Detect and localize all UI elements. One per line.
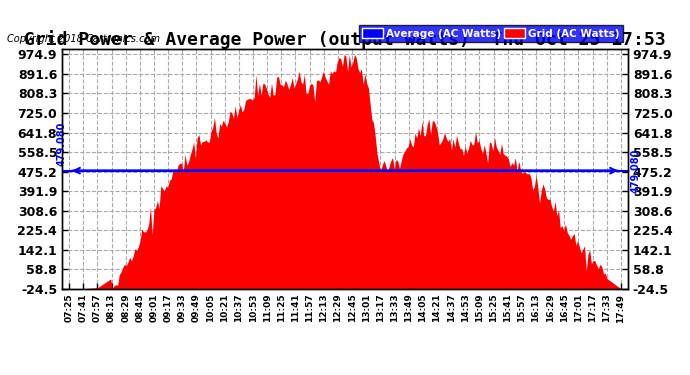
Text: Copyright 2018 Cartronics.com: Copyright 2018 Cartronics.com [7, 34, 160, 44]
Legend: Average (AC Watts), Grid (AC Watts): Average (AC Watts), Grid (AC Watts) [359, 25, 622, 42]
Title: Grid Power & Average Power (output watts)  Thu Oct 25 17:53: Grid Power & Average Power (output watts… [24, 30, 666, 49]
Text: 479.080: 479.080 [57, 122, 67, 166]
Text: 479.080: 479.080 [631, 148, 641, 193]
